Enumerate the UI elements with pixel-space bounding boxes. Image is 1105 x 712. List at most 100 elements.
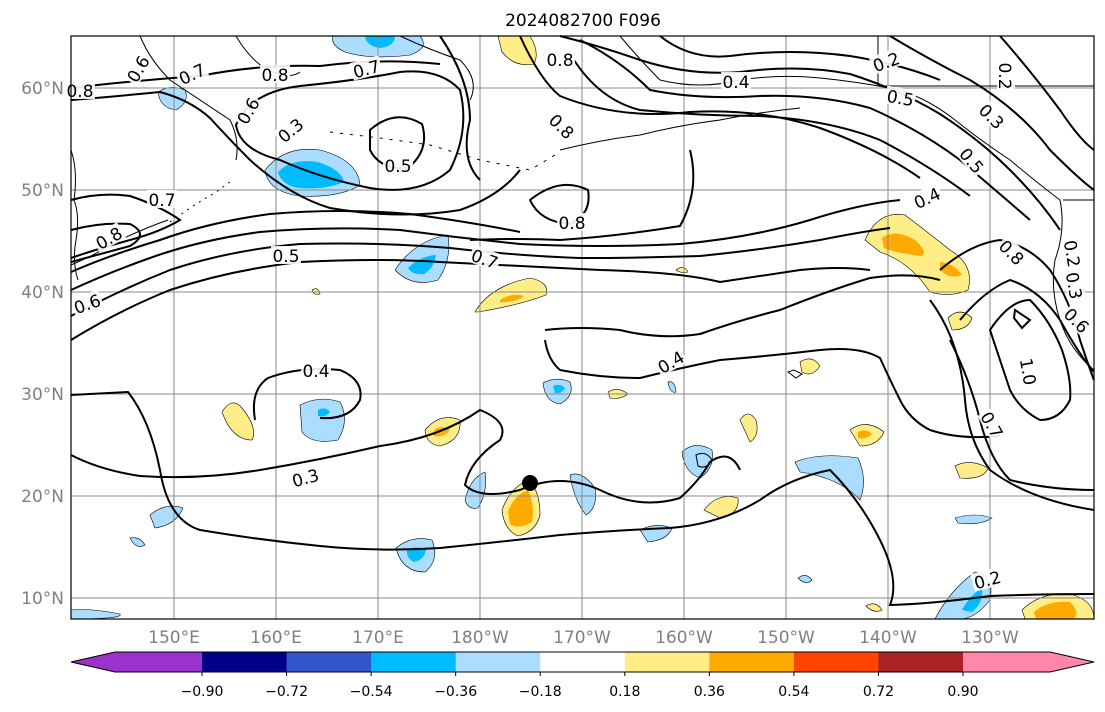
contour-line (70, 90, 521, 216)
neg-patch (667, 381, 677, 393)
contour-label: 0.8 (558, 214, 585, 234)
neg-patch-core (408, 255, 436, 275)
colorbar-tick-label: 0.90 (947, 684, 978, 700)
contour-label-bg (884, 85, 917, 109)
longitude-label: 180°W (451, 628, 509, 648)
latitude-tick-labels: 10°N 20°N 30°N 40°N 50°N 60°N (21, 79, 64, 609)
contour-label-bg (955, 142, 989, 178)
contour-line (528, 183, 590, 226)
latitude-label: 40°N (21, 283, 64, 303)
contour-label-bg (288, 464, 323, 490)
contour-line (252, 368, 362, 421)
coastline-island (786, 369, 803, 379)
contour-label: 0.4 (302, 362, 329, 382)
contour-line (369, 116, 426, 170)
contour-line (544, 274, 941, 338)
contour-label-group: 1.0 (1015, 355, 1041, 388)
longitude-label: 140°W (859, 628, 917, 648)
longitude-label: 150°W (757, 628, 815, 648)
contour-label-group: 0.8 (91, 222, 126, 255)
contour-label: 0.2 (1059, 239, 1083, 269)
pos-patch (474, 277, 547, 313)
contour-line (573, 59, 971, 197)
contour-label-bg (653, 346, 688, 377)
neg-patch (797, 575, 813, 583)
pos-patch-core (858, 430, 872, 439)
pos-patch-core (508, 490, 533, 527)
contour-label-bg (1061, 237, 1085, 270)
pos-patch (799, 358, 821, 375)
longitude-tick-labels: 150°E 160°E 170°E 180°W 170°W 160°W 150°W 140°W… (148, 628, 1019, 648)
contour-label: 0.5 (384, 157, 411, 177)
contour-label-bg (557, 213, 587, 231)
storm-position-marker (522, 475, 538, 491)
neg-patch (299, 398, 345, 442)
contour-lines (70, 35, 1095, 607)
contour-label-group: 0.4 (721, 72, 751, 93)
latitude-label: 60°N (21, 79, 64, 99)
contour-line (469, 149, 695, 242)
neg-patch (464, 471, 486, 509)
colorbar-segment (371, 652, 457, 672)
contour-label: 0.8 (66, 82, 93, 102)
neg-patch-core (553, 384, 565, 394)
contour-label: 0.3 (1061, 271, 1085, 301)
longitude-label: 150°E (148, 628, 200, 648)
contour-label: 1.0 (1015, 357, 1039, 387)
contour-label-bg (970, 566, 1005, 592)
contour-line (70, 199, 901, 291)
longitude-label: 160°E (250, 628, 302, 648)
contour-line (959, 278, 1095, 373)
colorbar-tick-label: 0.18 (609, 684, 640, 700)
colorbar-extend-min (71, 652, 202, 672)
colorbar-segment (624, 652, 710, 672)
neg-patch-core (962, 588, 983, 612)
map-title: 2024082700 F096 (505, 11, 661, 31)
colorbar-tick-label: 0.54 (778, 684, 809, 700)
contour-label-bg (995, 234, 1030, 269)
contour-label: 0.8 (546, 51, 573, 71)
colorbar-segment (202, 652, 288, 672)
contour-line (559, 35, 1061, 231)
neg-patch-core (278, 161, 344, 189)
contour-label-bg (272, 113, 308, 147)
contour-line (889, 35, 1095, 191)
contour-label: 0.8 (261, 66, 288, 86)
contour-label-bg (1060, 302, 1095, 337)
colorbar-segment (540, 652, 626, 672)
contour-line (519, 35, 921, 179)
contour-label-group: 0.8 (65, 81, 95, 102)
colorbar: −0.90 −0.72 −0.54 −0.36 −0.18 0.18 0.36 0.54 0.7… (70, 651, 1095, 700)
contour-line (939, 238, 1095, 381)
contour-label-group: 0.5 (271, 246, 301, 267)
pos-patch (675, 267, 689, 273)
longitude-label: 130°W (961, 628, 1019, 648)
longitude-label: 170°E (352, 628, 404, 648)
contour-line (949, 339, 1095, 491)
contour-line (439, 35, 481, 181)
latitude-label: 20°N (21, 487, 64, 507)
contour-label-bg (260, 65, 290, 83)
contour-label-bg (977, 407, 1008, 442)
contour-label-bg (271, 246, 301, 264)
shaded-anomaly-layer (70, 35, 1095, 620)
contour-label-bg (1017, 355, 1041, 388)
contour-label-group: 0.8 (545, 50, 575, 71)
contour-label-bg (147, 190, 177, 208)
contour-label: 0.7 (148, 191, 175, 211)
contour-label-group: 0.2 (994, 61, 1015, 91)
contour-line (544, 339, 1001, 439)
contour-label-group: 0.8 (557, 213, 587, 234)
contour-label: 0.4 (722, 73, 749, 93)
contour-line (988, 298, 1072, 422)
pos-patch-core (882, 233, 924, 256)
pos-patch (739, 413, 758, 443)
contour-label-bg (232, 93, 263, 128)
pos-patch-core (1034, 601, 1077, 619)
contour-label-bg (1063, 269, 1087, 302)
colorbar-tick-label: −0.72 (265, 684, 308, 700)
contour-label-bg (997, 61, 1015, 91)
contour-label-group: 0.5 (884, 85, 917, 111)
latitude-label: 30°N (21, 385, 64, 405)
contour-label-bg (545, 108, 580, 143)
